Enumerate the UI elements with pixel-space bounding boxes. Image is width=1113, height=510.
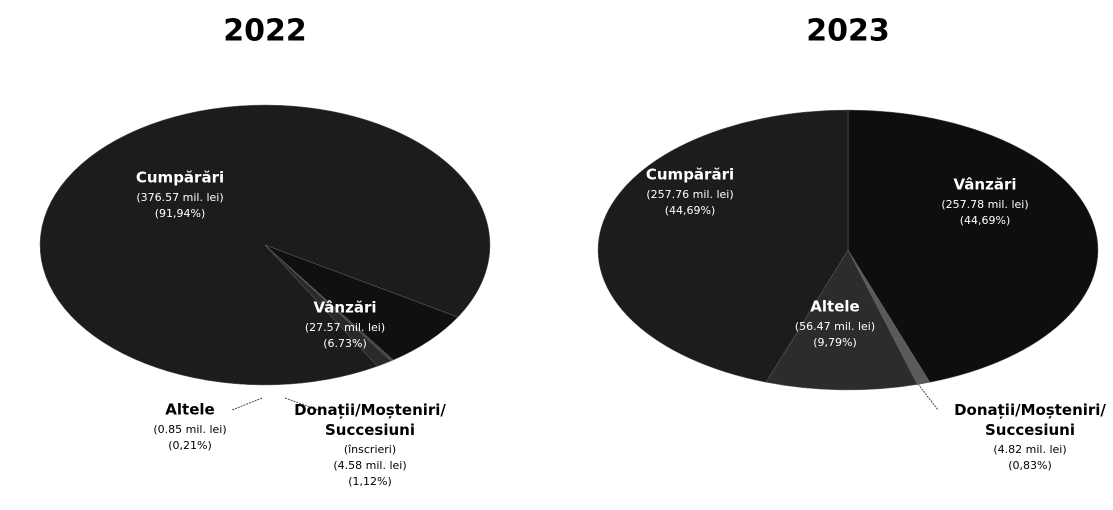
category-label-line: Succesiuni [985,421,1075,439]
category-label: Altele [165,401,214,419]
category-label-line: Succesiuni [325,421,415,439]
value-label: (4.82 mil. lei) [993,443,1066,456]
category-label: Vânzări [954,176,1017,194]
note: (înscrieri) [344,443,396,456]
category-label: Donații/Moșteniri/Succesiuni [294,401,446,439]
pie-slice [264,244,392,367]
value-label: (257.78 mil. lei) [941,198,1028,211]
percent-label: (44,69%) [665,204,716,217]
category-label: Vânzări [314,299,377,317]
pie-slice [847,109,1099,383]
percent-label: (1,12%) [348,475,392,488]
category-label-line: Donații/Moșteniri/ [294,401,446,419]
category-label: Donații/Moșteniri/Succesiuni [954,401,1106,439]
percent-label: (6.73%) [323,337,367,350]
category-label-line: Donații/Moșteniri/ [954,401,1106,419]
pie-slice [765,249,918,391]
percent-label: (0,21%) [168,439,212,452]
value-label: (257.76 mil. lei) [646,188,733,201]
category-label: Cumpărări [136,169,224,187]
chart-title: 2022 [223,14,307,49]
value-label: (0.85 mil. lei) [153,423,226,436]
value-label: (56.47 mil. lei) [795,320,875,333]
percent-label: (0,83%) [1008,459,1052,472]
value-label: (27.57 mil. lei) [305,321,385,334]
chart-title: 2023 [806,14,890,49]
pie-slice [597,109,849,383]
leader-line [231,397,263,411]
category-label: Altele [810,298,859,316]
value-label: (376.57 mil. lei) [136,191,223,204]
category-label: Cumpărări [646,166,734,184]
leader-line [917,383,939,411]
percent-label: (44,69%) [960,214,1011,227]
percent-label: (9,79%) [813,336,857,349]
value-label: (4.58 mil. lei) [333,459,406,472]
percent-label: (91,94%) [155,207,206,220]
